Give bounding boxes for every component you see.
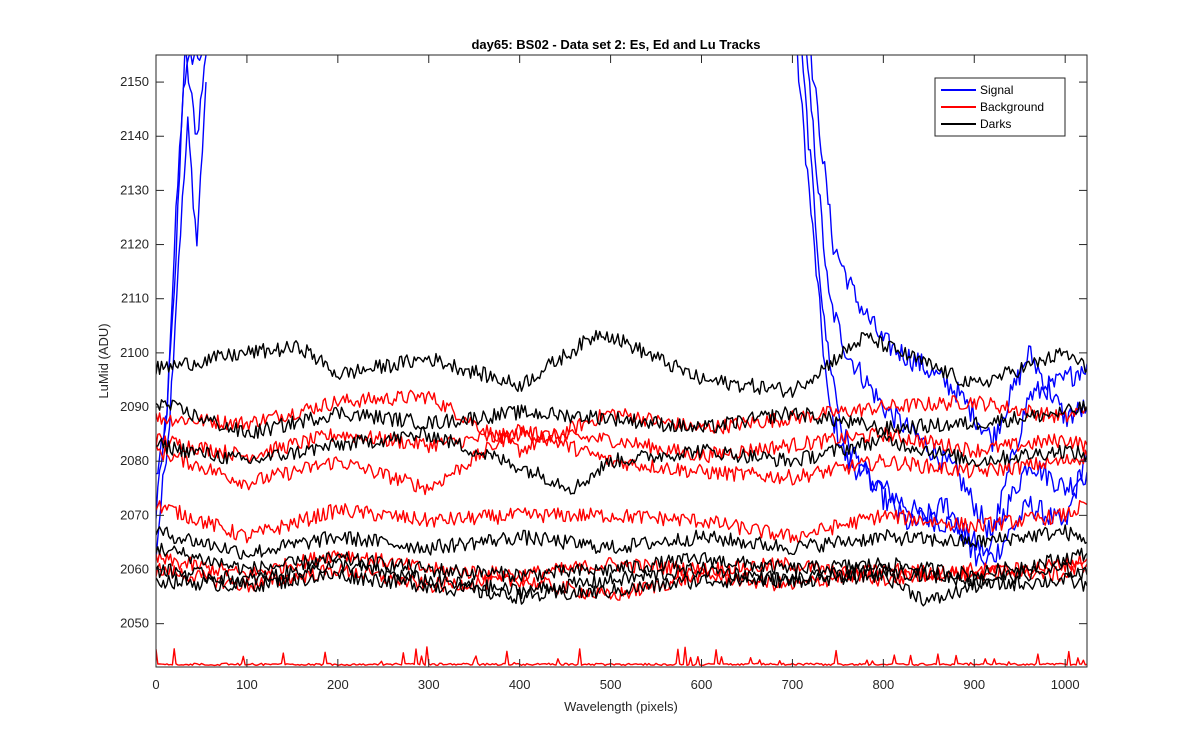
series-line-background-9: [156, 423, 1087, 496]
y-tick-label: 2090: [120, 399, 149, 414]
tick-group: 0 100 200 300 400 500 600 700 800 900 1000 2050 2060…: [120, 55, 1087, 692]
x-axis-label: Wavelength (pixels): [564, 699, 678, 714]
chart-title: day65: BS02 - Data set 2: Es, Ed and Lu …: [471, 37, 760, 52]
series-line-signal-2: [156, 82, 207, 560]
y-tick-label: 2080: [120, 453, 149, 468]
series-line-darks-17: [156, 524, 1087, 560]
series-line-signal-6: [801, 55, 1087, 568]
series-line-darks-16: [156, 426, 1087, 495]
plot-frame: [155, 54, 1088, 668]
legend-label-background: Background: [980, 100, 1044, 114]
y-tick-label: 2050: [120, 616, 149, 631]
x-tick-label: 600: [691, 677, 713, 692]
series-line-background-10: [156, 500, 1087, 544]
legend: Signal Background Darks: [934, 77, 1066, 137]
x-tick-label: 400: [509, 677, 531, 692]
series-line-background-13: [156, 646, 1087, 667]
series-line-darks-20: [156, 568, 1087, 607]
x-tick-label: 1000: [1051, 677, 1080, 692]
y-tick-label: 2140: [120, 128, 149, 143]
x-tick-label: 900: [963, 677, 985, 692]
x-tick-label: 300: [418, 677, 440, 692]
y-axis-label: LuMid (ADU): [96, 323, 111, 398]
x-tick-label: 500: [600, 677, 622, 692]
series-line-darks-15: [156, 399, 1087, 439]
x-tick-label: 200: [327, 677, 349, 692]
series-line-background-7: [156, 389, 1087, 458]
series-line-darks-14: [156, 329, 1087, 398]
y-tick-label: 2150: [120, 74, 149, 89]
x-tick-label: 800: [872, 677, 894, 692]
y-tick-label: 2100: [120, 345, 149, 360]
y-tick-label: 2130: [120, 182, 149, 197]
y-tick-label: 2070: [120, 507, 149, 522]
y-tick-label: 2060: [120, 562, 149, 577]
y-tick-label: 2120: [120, 237, 149, 252]
series-line-background-12: [156, 553, 1087, 601]
series-line-darks-19: [156, 558, 1087, 600]
x-tick-label: 100: [236, 677, 258, 692]
series-line-signal-5: [810, 55, 1087, 452]
x-tick-label: 700: [782, 677, 804, 692]
series-line-background-8: [156, 426, 1087, 464]
series-line-darks-18: [156, 542, 1087, 583]
legend-label-darks: Darks: [980, 117, 1011, 131]
series-line-signal-1: [156, 55, 207, 519]
legend-label-signal: Signal: [980, 83, 1013, 97]
x-tick-label: 0: [152, 677, 159, 692]
series-group: [156, 55, 1087, 667]
y-tick-label: 2110: [121, 291, 149, 306]
